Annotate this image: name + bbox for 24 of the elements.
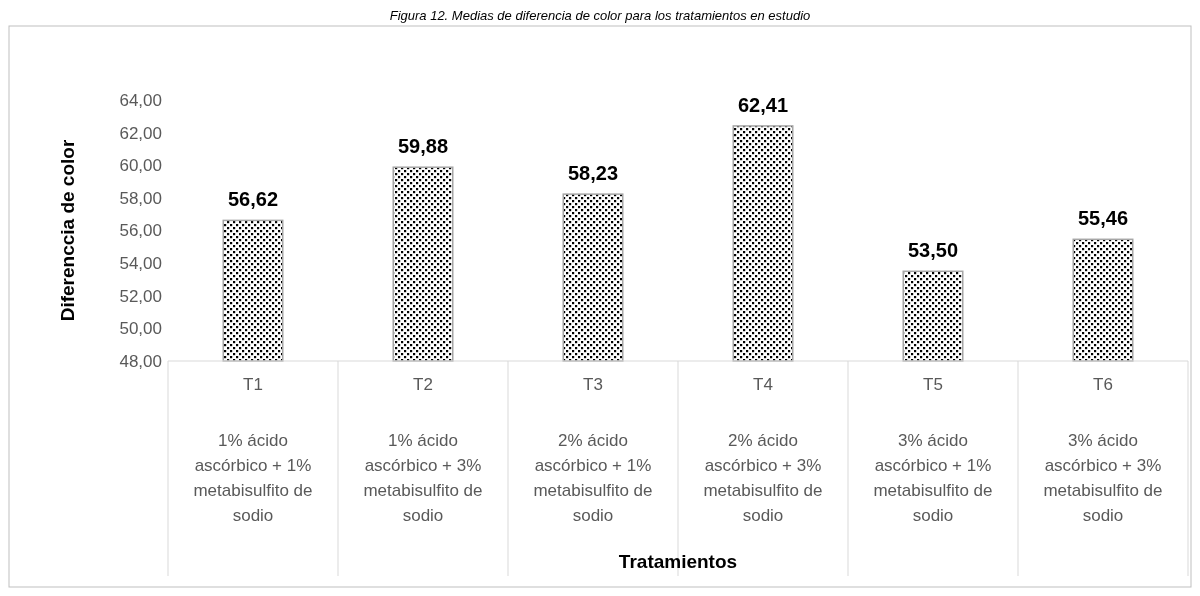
- category-label: T2 1% ácido ascórbico + 3% metabisulfito de sodio: [363, 375, 483, 525]
- category-label: T1 1% ácido ascórbico + 1% metabisulfito de sodio: [193, 375, 313, 525]
- data-label: 53,50: [907, 239, 959, 262]
- data-label: 59,88: [397, 135, 449, 158]
- y-tick-label: 62,00: [119, 123, 162, 143]
- y-tick-label: 58,00: [119, 188, 162, 208]
- text: Tratamientos: [618, 551, 738, 572]
- data-label: 62,41: [737, 93, 789, 116]
- y-tick-label: 56,00: [119, 221, 162, 241]
- category-label: T6 3% ácido ascórbico + 3% metabisulfito de sodio: [1043, 375, 1163, 525]
- y-tick-label: 54,00: [119, 254, 162, 274]
- category-label: T3 2% ácido ascórbico + 1% metabisulfito de sodio: [533, 375, 653, 525]
- y-axis-title: Diferenccia de color: [57, 139, 78, 322]
- chart-title: Figura 12. Medias de diferencia de color para los tratamientos en estudio: [389, 8, 811, 23]
- y-tick-label: 48,00: [119, 351, 162, 371]
- data-label: 58,23: [567, 162, 619, 185]
- y-tick-label: 50,00: [119, 319, 162, 339]
- data-label: 55,46: [1077, 207, 1129, 230]
- y-tick-label: 64,00: [119, 90, 162, 110]
- category-label: T5 3% ácido ascórbico + 1% metabisulfito de sodio: [873, 375, 993, 525]
- data-label: 56,62: [227, 188, 279, 211]
- y-tick-label: 60,00: [119, 156, 162, 176]
- category-label: T4 2% ácido ascórbico + 3% metabisulfito de sodio: [703, 375, 823, 525]
- y-tick-label: 52,00: [119, 286, 162, 306]
